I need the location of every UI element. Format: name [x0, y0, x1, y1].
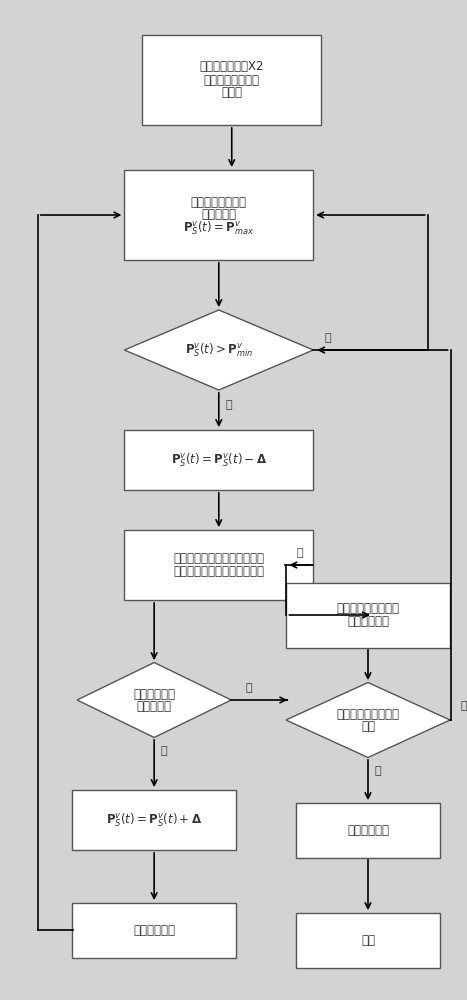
Text: 限？: 限？	[361, 720, 375, 732]
Text: 目标小区负载: 目标小区负载	[133, 688, 175, 700]
Text: 是: 是	[161, 746, 167, 756]
Text: 小区，设定: 小区，设定	[201, 209, 236, 222]
Bar	[124, 530, 313, 600]
Text: 是: 是	[460, 701, 467, 711]
Text: 后的当前小区及目标小区负载: 后的当前小区及目标小区负载	[173, 565, 264, 578]
Text: 计算切换参数: 计算切换参数	[133, 924, 175, 936]
Bar	[296, 912, 440, 968]
Bar	[286, 582, 450, 648]
Text: 否: 否	[296, 548, 303, 558]
Text: 接口收集邻小区相: 接口收集邻小区相	[204, 74, 260, 87]
Bar	[72, 790, 236, 850]
Text: $\mathbf{P}_S^v(t)=\mathbf{P}_{max}^v$: $\mathbf{P}_S^v(t)=\mathbf{P}_{max}^v$	[183, 219, 255, 237]
Text: 大于门限？: 大于门限？	[137, 700, 172, 712]
Polygon shape	[124, 310, 313, 390]
Text: 负载过重，通过X2: 负载过重，通过X2	[199, 60, 264, 74]
Text: $\mathbf{P}_S^v(t) > \mathbf{P}_{min}^v$: $\mathbf{P}_S^v(t) > \mathbf{P}_{min}^v$	[185, 341, 253, 359]
Text: $\mathbf{P}_S^v(t) = \mathbf{P}_S^v(t) + \mathbf{\Delta}$: $\mathbf{P}_S^v(t) = \mathbf{P}_S^v(t) +…	[106, 811, 202, 829]
Polygon shape	[286, 682, 450, 758]
Bar	[124, 430, 313, 490]
Bar	[296, 802, 440, 857]
Text: 小区负载信息: 小区负载信息	[347, 615, 389, 628]
Text: 是: 是	[226, 400, 232, 410]
Bar	[72, 902, 236, 958]
Text: 更新当前小区及目标: 更新当前小区及目标	[337, 602, 399, 615]
Bar	[124, 170, 313, 260]
Text: 关信息: 关信息	[221, 87, 242, 100]
Bar	[142, 35, 321, 125]
Text: 计算切换参数: 计算切换参数	[347, 824, 389, 836]
Text: 否: 否	[375, 766, 381, 776]
Text: 否: 否	[245, 683, 252, 693]
Text: 结束: 结束	[361, 934, 375, 946]
Text: 否: 否	[325, 333, 332, 343]
Text: 选择负载转移目标: 选择负载转移目标	[191, 196, 247, 209]
Polygon shape	[77, 662, 231, 738]
Text: $\mathbf{P}_S^v(t) = \mathbf{P}_S^v(t) - \mathbf{\Delta}$: $\mathbf{P}_S^v(t) = \mathbf{P}_S^v(t) -…	[171, 451, 267, 469]
Text: 判断切换用户，计算假设切换: 判断切换用户，计算假设切换	[173, 552, 264, 565]
Text: 当前小区负载大于门: 当前小区负载大于门	[337, 708, 399, 720]
